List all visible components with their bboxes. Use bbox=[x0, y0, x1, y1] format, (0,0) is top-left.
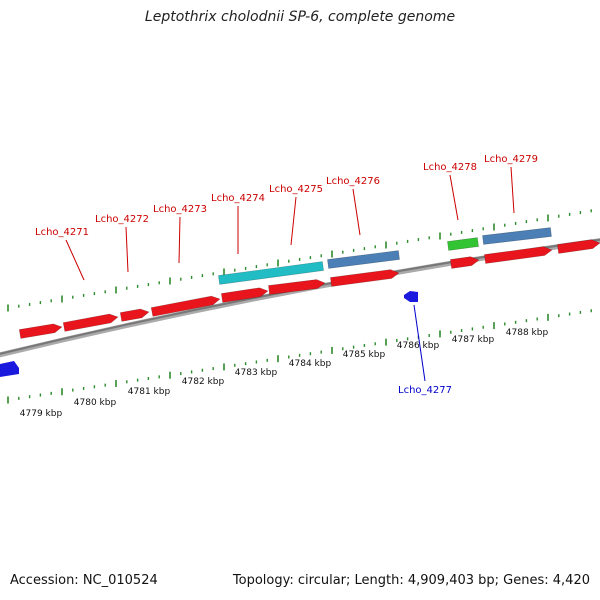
gene-label-lcho-4278[interactable]: Lcho_4278 bbox=[423, 162, 477, 173]
scale-label: 4782 kbp bbox=[182, 377, 225, 387]
feature-bar-lcho-4278 bbox=[447, 237, 479, 251]
scale-label: 4779 kbp bbox=[20, 409, 63, 419]
cds-arrow-lcho-4274 bbox=[220, 287, 269, 303]
gene-label-lcho-4275[interactable]: Lcho_4275 bbox=[269, 184, 323, 195]
gene-label-lcho-4271[interactable]: Lcho_4271 bbox=[35, 227, 89, 238]
genome-summary-text: Topology: circular; Length: 4,909,403 bp… bbox=[232, 573, 590, 588]
cds-arrow-lcho-4276 bbox=[330, 269, 400, 287]
leader-lcho-4271 bbox=[65, 239, 85, 281]
gene-label-lcho-4274[interactable]: Lcho_4274 bbox=[211, 193, 265, 204]
feature-bar-lcho-4279 bbox=[482, 227, 552, 245]
feature-bar-lcho-4276 bbox=[327, 250, 400, 269]
scale-label: 4781 kbp bbox=[128, 387, 171, 397]
leader-lcho-4277 bbox=[413, 304, 426, 382]
cds-arrow-lcho-4273b bbox=[150, 295, 221, 317]
gene-label-lcho-4272[interactable]: Lcho_4272 bbox=[95, 214, 149, 225]
cds-arrow-lcho-4279 bbox=[484, 246, 553, 264]
scale-label: 4787 kbp bbox=[452, 335, 495, 345]
cds-arrow-lcho-4275 bbox=[268, 279, 326, 295]
leader-lcho-4272 bbox=[125, 226, 129, 273]
leader-lcho-4278 bbox=[449, 174, 459, 221]
accession-text: Accession: NC_010524 bbox=[10, 573, 158, 588]
scale-label: 4786 kbp bbox=[397, 341, 440, 351]
label-leaders bbox=[65, 166, 515, 382]
cds-arrow-lcho-4272 bbox=[62, 313, 119, 332]
tick-row-lower bbox=[7, 309, 592, 404]
gene-label-lcho-4279[interactable]: Lcho_4279 bbox=[484, 154, 538, 165]
feature-bar-lcho-4274 bbox=[218, 261, 324, 285]
cds-arrow-lcho-4277 bbox=[404, 291, 418, 302]
scale-label: 4788 kbp bbox=[506, 328, 549, 338]
feature-track bbox=[0, 227, 600, 377]
scale-label: 4784 kbp bbox=[289, 359, 332, 369]
map-title: Leptothrix cholodnii SP-6, complete geno… bbox=[144, 9, 456, 25]
cds-arrow-reverse-left bbox=[0, 361, 19, 377]
leader-lcho-4273 bbox=[178, 216, 181, 264]
cds-arrow-lcho-4278 bbox=[450, 256, 480, 269]
scale-label: 4780 kbp bbox=[74, 398, 117, 408]
cds-arrow-next bbox=[557, 239, 600, 254]
tick-row-upper bbox=[7, 209, 592, 312]
gene-label-lcho-4273[interactable]: Lcho_4273 bbox=[153, 204, 207, 215]
leader-lcho-4276 bbox=[352, 188, 361, 236]
scale-label: 4785 kbp bbox=[343, 350, 386, 360]
leader-lcho-4275 bbox=[290, 196, 297, 246]
leader-lcho-4279 bbox=[510, 166, 515, 214]
gene-label-lcho-4276[interactable]: Lcho_4276 bbox=[326, 176, 380, 187]
cds-arrow-lcho-4271 bbox=[18, 323, 63, 339]
scale-label: 4783 kbp bbox=[235, 368, 278, 378]
cds-arrow-lcho-4273 bbox=[119, 308, 150, 322]
gene-label-lcho-4277[interactable]: Lcho_4277 bbox=[398, 385, 452, 396]
